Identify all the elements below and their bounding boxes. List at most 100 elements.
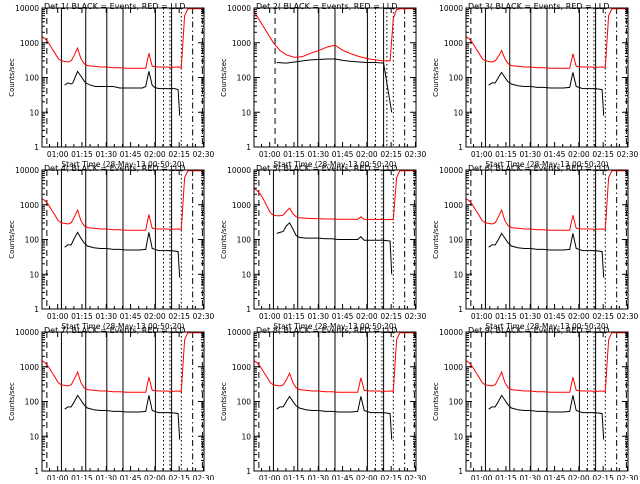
x-tick-label: 01:45 bbox=[332, 150, 354, 159]
x-tick-label: 01:45 bbox=[120, 312, 142, 321]
x-axis-label: Start Time (28-May-13 00:50:20) bbox=[61, 322, 184, 331]
x-tick-label: 02:15 bbox=[380, 150, 402, 159]
x-tick-label: 02:15 bbox=[380, 312, 402, 321]
x-tick-label: 02:30 bbox=[405, 312, 427, 321]
x-tick-label: 01:30 bbox=[307, 312, 329, 321]
x-tick-label: 02:15 bbox=[592, 474, 614, 480]
y-axis-label: Counts/sec bbox=[220, 382, 228, 421]
y-tick-label: 1 bbox=[246, 143, 251, 152]
y-tick-label: 1 bbox=[246, 305, 251, 314]
y-tick-label: 1000 bbox=[444, 363, 463, 372]
panel-title: Det 1( BLACK = Events, RED = LLD bbox=[44, 2, 185, 11]
x-tick-label: 01:45 bbox=[120, 474, 142, 480]
y-axis-label: Counts/sec bbox=[8, 382, 16, 421]
y-tick-label: 10000 bbox=[439, 4, 463, 13]
y-tick-label: 10 bbox=[29, 432, 39, 441]
y-tick-label: 1 bbox=[34, 467, 39, 476]
x-tick-label: 01:15 bbox=[283, 474, 305, 480]
panel-det-3: 1 10 100 1000 10000 01:00 01:15 01:30 01:45 02:00… bbox=[432, 2, 638, 169]
series-lld bbox=[42, 332, 204, 393]
y-tick-label: 10000 bbox=[15, 4, 39, 13]
series-lld bbox=[466, 8, 628, 69]
x-tick-label: 01:15 bbox=[71, 150, 93, 159]
y-tick-label: 10 bbox=[241, 108, 251, 117]
y-tick-label: 10000 bbox=[439, 328, 463, 337]
x-tick-label: 01:00 bbox=[259, 474, 281, 480]
panel-det-8: 1 10 100 1000 10000 01:00 01:15 01:30 01:45 02:00… bbox=[220, 326, 427, 483]
y-tick-label: 10000 bbox=[439, 166, 463, 175]
x-tick-label: 01:30 bbox=[95, 312, 117, 321]
series-lld bbox=[42, 170, 204, 231]
x-tick-label: 02:15 bbox=[168, 312, 190, 321]
y-tick-label: 1000 bbox=[444, 39, 463, 48]
y-axis-label: Counts/sec bbox=[8, 220, 16, 259]
x-tick-label: 02:30 bbox=[405, 474, 427, 480]
y-tick-label: 100 bbox=[449, 398, 464, 407]
y-tick-label: 10 bbox=[241, 432, 251, 441]
x-tick-label: 01:00 bbox=[47, 312, 69, 321]
x-tick-label: 01:00 bbox=[47, 474, 69, 480]
x-tick-label: 02:00 bbox=[144, 474, 166, 480]
panel-title: Det 5( BLACK = Events, RED = LLD bbox=[256, 164, 397, 173]
series-lld bbox=[466, 170, 628, 231]
x-tick-label: 02:30 bbox=[193, 312, 215, 321]
y-tick-label: 100 bbox=[25, 398, 40, 407]
x-tick-label: 02:00 bbox=[144, 150, 166, 159]
series-events bbox=[64, 394, 181, 440]
y-tick-label: 1 bbox=[34, 305, 39, 314]
x-tick-label: 01:45 bbox=[544, 474, 566, 480]
panel-title: Det 9( BLACK = Events, RED = LLD bbox=[468, 326, 609, 335]
x-tick-label: 01:15 bbox=[495, 474, 517, 480]
x-tick-label: 02:15 bbox=[592, 150, 614, 159]
series-lld bbox=[254, 332, 416, 393]
y-tick-label: 100 bbox=[237, 74, 252, 83]
y-tick-label: 1000 bbox=[20, 363, 39, 372]
x-tick-label: 02:15 bbox=[168, 150, 190, 159]
panel-det-7: 1 10 100 1000 10000 01:00 01:15 01:30 01:45 02:00… bbox=[8, 326, 215, 483]
x-tick-label: 01:15 bbox=[495, 312, 517, 321]
x-tick-label: 02:30 bbox=[193, 150, 215, 159]
panel-title: Det 8( BLACK = Events, RED = LLD bbox=[256, 326, 397, 335]
y-axis-label: Counts/sec bbox=[220, 58, 228, 97]
x-tick-label: 01:30 bbox=[307, 150, 329, 159]
y-tick-label: 10 bbox=[241, 270, 251, 279]
x-tick-label: 01:30 bbox=[519, 312, 541, 321]
panel-title: Det 2( BLACK = Events, RED = LLD bbox=[256, 2, 397, 11]
x-tick-label: 01:45 bbox=[544, 150, 566, 159]
panel-title: Det 7( BLACK = Events, RED = LLD bbox=[44, 326, 185, 335]
y-tick-label: 1000 bbox=[232, 201, 251, 210]
y-tick-label: 10 bbox=[29, 108, 39, 117]
y-tick-label: 10 bbox=[29, 270, 39, 279]
y-tick-label: 100 bbox=[449, 74, 464, 83]
x-tick-label: 01:30 bbox=[307, 474, 329, 480]
x-axis-label: Start Time (28-May-13 00:50:20) bbox=[273, 160, 396, 169]
series-lld bbox=[466, 332, 628, 393]
y-tick-label: 10 bbox=[453, 108, 463, 117]
series-events bbox=[488, 71, 605, 116]
y-tick-label: 10000 bbox=[227, 328, 251, 337]
x-tick-label: 02:00 bbox=[568, 150, 590, 159]
y-tick-label: 1000 bbox=[20, 39, 39, 48]
x-tick-label: 01:30 bbox=[519, 474, 541, 480]
series-events bbox=[276, 58, 393, 113]
x-tick-label: 01:00 bbox=[47, 150, 69, 159]
x-tick-label: 02:30 bbox=[193, 474, 215, 480]
panel-title: Det 3( BLACK = Events, RED = LLD bbox=[468, 2, 609, 11]
x-tick-label: 01:30 bbox=[95, 150, 117, 159]
x-tick-label: 02:00 bbox=[144, 312, 166, 321]
x-tick-label: 02:00 bbox=[356, 312, 378, 321]
series-lld bbox=[254, 170, 416, 221]
panel-det-5: 1 10 100 1000 10000 01:00 01:15 01:30 01:45 02:00… bbox=[220, 164, 426, 331]
y-tick-label: 100 bbox=[237, 236, 252, 245]
y-tick-label: 10000 bbox=[15, 328, 39, 337]
x-tick-label: 02:30 bbox=[617, 474, 639, 480]
y-tick-label: 1000 bbox=[232, 363, 251, 372]
x-tick-label: 01:15 bbox=[71, 474, 93, 480]
x-tick-label: 01:00 bbox=[259, 312, 281, 321]
series-lld bbox=[42, 8, 204, 69]
x-tick-label: 02:15 bbox=[592, 312, 614, 321]
y-tick-label: 10000 bbox=[227, 4, 251, 13]
series-lld bbox=[254, 8, 416, 62]
